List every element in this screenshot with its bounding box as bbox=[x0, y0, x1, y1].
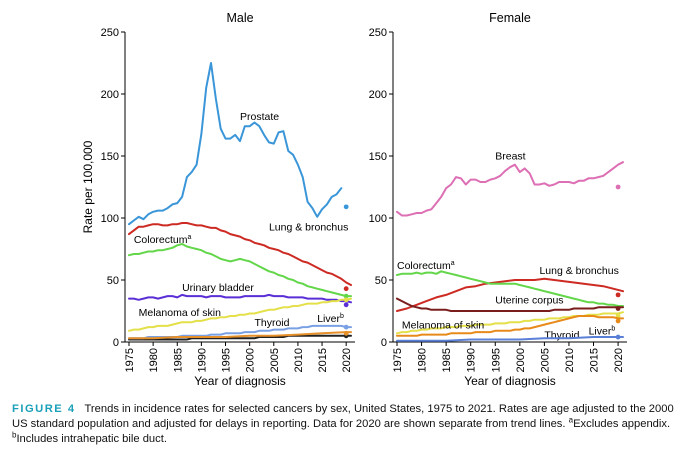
female-label-colorectum: Colorectuma bbox=[397, 260, 455, 272]
female-y-tick-label: 200 bbox=[369, 89, 387, 101]
male-y-tick-label: 200 bbox=[101, 89, 119, 101]
female-point-2020-uterine-corpus bbox=[615, 306, 621, 311]
female-y-tick-label: 100 bbox=[369, 213, 387, 225]
figure: Male 0 50 100 150 200 250 1975 1980 1985 1990 1995 2… bbox=[81, 11, 627, 388]
female-x-tick-label: 2010 bbox=[564, 348, 576, 372]
female-x-axis-label: Year of diagnosis bbox=[464, 374, 556, 388]
male-y-tick-label: 150 bbox=[101, 151, 119, 163]
female-label-uterine-corpus: Uterine corpus bbox=[495, 295, 563, 307]
female-x-tick-label: 1975 bbox=[392, 348, 404, 372]
female-point-2020-breast bbox=[615, 184, 621, 190]
male-label-lung-bronchus: Lung & bronchus bbox=[269, 221, 348, 233]
female-line-liver bbox=[396, 336, 624, 342]
female-y-tick-label: 50 bbox=[375, 275, 387, 287]
female-label-melanoma-of-skin: Melanoma of skin bbox=[402, 319, 484, 331]
male-point-2020-lung-bronchus bbox=[343, 286, 349, 292]
male-line-prostate bbox=[128, 62, 343, 226]
female-x-tick-label: 1985 bbox=[441, 348, 453, 372]
female-x-tick-label: 2005 bbox=[539, 348, 551, 372]
caption-note-b: Includes intrahepatic bile duct. bbox=[16, 433, 167, 445]
male-label-urinary-bladder: Urinary bladder bbox=[182, 282, 254, 294]
male-x-tick-label: 2020 bbox=[341, 348, 353, 372]
male-line-colorectum bbox=[128, 243, 352, 298]
female-x-tick-label: 2015 bbox=[589, 348, 601, 372]
caption-note-a: Excludes appendix. bbox=[573, 418, 671, 430]
male-line-urinary-bladder bbox=[128, 293, 352, 304]
male-label-thyroid: Thyroid bbox=[254, 317, 289, 329]
female-point-2020-liver bbox=[615, 334, 621, 340]
female-x-tick-label: 1990 bbox=[466, 348, 478, 372]
female-label-thyroid: Thyroid bbox=[544, 329, 579, 341]
figure-caption: FIGURE 4 Trends in incidence rates for s… bbox=[12, 402, 692, 447]
male-point-2020-melanoma-of-skin bbox=[343, 297, 349, 303]
male-y-tick-label: 250 bbox=[101, 27, 119, 39]
male-y-axis-label: Rate per 100,000 bbox=[81, 140, 95, 233]
male-point-2020-prostate bbox=[343, 204, 349, 210]
female-line-colorectum bbox=[396, 270, 624, 307]
male-x-tick-label: 1985 bbox=[172, 348, 184, 372]
caption-text: Trends in incidence rates for selected c… bbox=[12, 403, 674, 430]
female-line-breast bbox=[396, 161, 624, 217]
female-label-liver: Liverb bbox=[589, 326, 616, 338]
male-y-tick-label: 50 bbox=[107, 275, 119, 287]
female-y-tick-label: 150 bbox=[369, 151, 387, 163]
male-x-tick-label: 1975 bbox=[124, 348, 136, 372]
female-label-breast: Breast bbox=[495, 151, 525, 163]
female-x-tick-label: 1980 bbox=[417, 348, 429, 372]
male-x-axis-label: Year of diagnosis bbox=[194, 374, 286, 388]
male-label-liver: Liverb bbox=[317, 313, 344, 325]
male-label-colorectum: Colorectuma bbox=[134, 234, 192, 246]
female-y-tick-label: 0 bbox=[381, 337, 387, 349]
male-point-2020-colorectum bbox=[343, 293, 349, 299]
female-x-tick-label: 1995 bbox=[490, 348, 502, 372]
male-line-melanoma-of-skin bbox=[128, 297, 352, 332]
male-x-tick-label: 2005 bbox=[269, 348, 281, 372]
figure-label: FIGURE 4 bbox=[12, 403, 76, 415]
female-panel: Female 0 50 100 150 200 250 1975 1980 1985 1990 199… bbox=[369, 11, 627, 388]
male-point-2020-liver bbox=[343, 324, 349, 330]
female-point-2020-thyroid bbox=[615, 318, 621, 324]
female-line-uterine-corpus bbox=[396, 297, 624, 312]
female-x-tick-label: 2020 bbox=[613, 348, 625, 372]
female-line-thyroid bbox=[396, 315, 624, 337]
male-point-2020-kidney bbox=[343, 330, 349, 336]
male-label-prostate: Prostate bbox=[240, 111, 279, 123]
female-x-tick-label: 2000 bbox=[515, 348, 527, 372]
male-x-tick-label: 2015 bbox=[317, 348, 329, 372]
male-panel: Male 0 50 100 150 200 250 1975 1980 1985 1990 1995 2… bbox=[81, 11, 355, 388]
male-line-kidney bbox=[128, 331, 352, 340]
male-line-thyroid bbox=[128, 334, 352, 341]
male-x-tick-label: 1995 bbox=[221, 348, 233, 372]
male-x-tick-label: 2000 bbox=[245, 348, 257, 372]
male-y-tick-label: 100 bbox=[101, 213, 119, 225]
female-line-lung-bronchus bbox=[396, 277, 624, 312]
male-x-tick-label: 1980 bbox=[148, 348, 160, 372]
female-y-tick-label: 250 bbox=[369, 27, 387, 39]
male-title: Male bbox=[226, 11, 253, 25]
male-label-melanoma-of-skin: Melanoma of skin bbox=[139, 307, 221, 319]
male-line-lung-bronchus bbox=[128, 222, 352, 286]
male-point-2020-urinary-bladder bbox=[343, 302, 349, 308]
male-x-tick-label: 2010 bbox=[293, 348, 305, 372]
male-x-tick-label: 1990 bbox=[196, 348, 208, 372]
female-label-lung-bronchus: Lung & bronchus bbox=[539, 265, 618, 277]
male-y-tick-label: 0 bbox=[113, 337, 119, 349]
female-point-2020-lung-bronchus bbox=[615, 292, 621, 298]
female-title: Female bbox=[489, 11, 531, 25]
caption-sup-a: a bbox=[568, 415, 574, 425]
caption-sup-b: b bbox=[12, 430, 17, 440]
